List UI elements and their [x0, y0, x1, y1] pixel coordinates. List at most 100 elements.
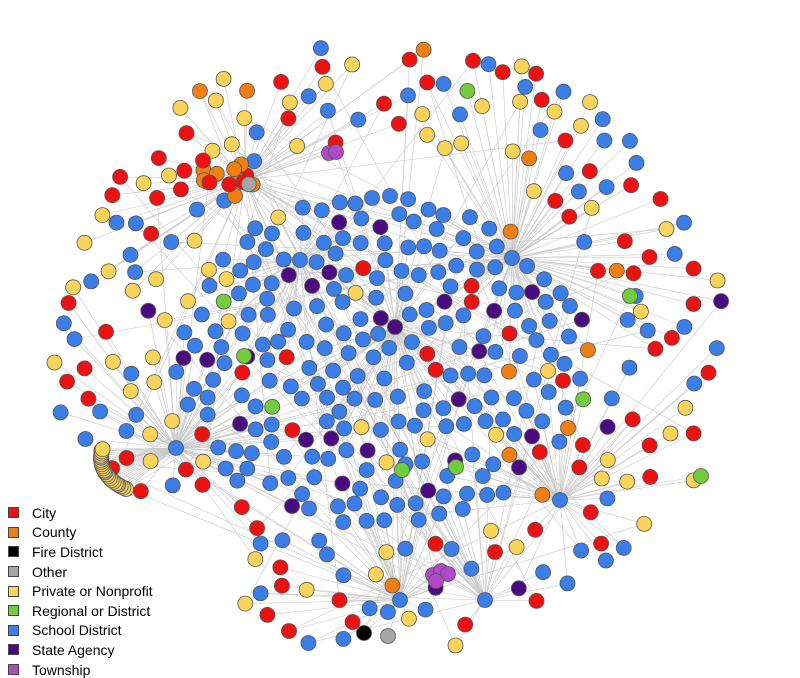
network-edge	[518, 499, 561, 589]
legend-swatch-private	[8, 585, 19, 597]
network-node-city	[427, 535, 444, 552]
network-node-private	[453, 135, 470, 152]
network-node-other	[380, 628, 396, 644]
network-node-school	[331, 403, 348, 420]
network-node-private	[236, 110, 253, 126]
network-edge	[288, 599, 401, 632]
network-node-city	[624, 411, 641, 428]
network-node-school	[361, 600, 378, 617]
network-node-city	[625, 265, 642, 282]
network-node-school	[301, 500, 317, 517]
network-edge	[399, 513, 440, 601]
network-node-state	[199, 351, 216, 368]
network-node-school	[335, 567, 352, 584]
network-node-city	[641, 437, 658, 454]
network-edge	[511, 119, 603, 259]
network-edge	[484, 546, 517, 601]
network-node-school	[334, 294, 351, 310]
network-edge	[175, 447, 243, 508]
network-node-school	[92, 403, 108, 420]
legend-label-county: County	[32, 524, 77, 541]
network-edge	[511, 140, 566, 259]
network-node-school	[406, 417, 423, 434]
network-node-school	[193, 306, 210, 323]
network-edge	[357, 257, 513, 377]
network-node-school	[397, 285, 414, 302]
network-edge	[299, 202, 341, 261]
network-node-school	[358, 513, 375, 529]
network-node-school	[127, 215, 144, 232]
network-node-county	[501, 363, 517, 380]
network-node-school	[461, 209, 478, 226]
network-node-school	[521, 318, 537, 334]
legend-swatch-township	[8, 664, 19, 676]
network-node-school	[239, 234, 256, 250]
network-edge	[394, 101, 521, 328]
network-node-school	[557, 399, 574, 416]
network-node-school	[280, 321, 297, 338]
network-node-school	[349, 368, 366, 384]
network-edge	[394, 326, 444, 409]
network-node-school	[263, 275, 280, 292]
network-edge	[367, 450, 486, 601]
network-node-school	[628, 154, 645, 171]
network-node-school	[243, 445, 260, 462]
network-node-state	[420, 482, 437, 499]
network-node-school	[353, 210, 370, 227]
network-node-private	[204, 142, 221, 159]
network-node-private	[317, 75, 334, 92]
network-node-school	[476, 367, 493, 384]
network-node-city	[149, 190, 166, 206]
network-edge	[495, 257, 513, 352]
legend-swatch-state-agency	[8, 644, 19, 656]
network-edge	[252, 257, 513, 286]
network-node-school	[454, 501, 471, 517]
network-node-city	[501, 325, 518, 342]
network-node-school	[435, 400, 452, 417]
network-node-city	[249, 520, 266, 536]
network-node-school	[455, 415, 472, 432]
network-node-private	[582, 94, 598, 110]
network-node-private	[142, 453, 159, 470]
network-node-state	[331, 214, 348, 231]
network-edge	[243, 355, 486, 601]
network-node-school	[247, 220, 264, 237]
network-node-school	[377, 252, 394, 269]
network-edge	[102, 447, 177, 450]
network-node-private	[508, 539, 525, 555]
network-node-school	[163, 234, 180, 250]
network-node-city	[616, 233, 633, 250]
network-node-city	[463, 277, 480, 294]
network-node-school	[309, 375, 326, 392]
network-node-school	[338, 442, 355, 459]
network-edge	[511, 257, 685, 328]
network-node-school	[517, 79, 534, 95]
network-edge	[511, 257, 516, 311]
legend-label-school-district: School District	[32, 622, 122, 639]
network-node-school	[376, 235, 393, 252]
network-node-school	[373, 489, 389, 506]
network-node-school	[318, 316, 335, 333]
network-node-school	[558, 165, 575, 182]
network-edge	[247, 356, 561, 501]
network-edge	[511, 257, 565, 364]
network-edge	[175, 259, 284, 449]
network-node-private	[220, 313, 237, 330]
network-node-state	[175, 350, 192, 367]
network-node-regional	[622, 288, 638, 304]
network-node-private	[504, 143, 521, 160]
legend-label-other: Other	[32, 563, 68, 580]
network-node-state	[471, 343, 488, 360]
network-node-school	[186, 380, 202, 397]
network-node-school	[506, 390, 522, 407]
network-node-school	[168, 363, 185, 380]
network-edge	[511, 257, 694, 305]
network-node-school	[83, 273, 100, 290]
network-edge	[374, 326, 396, 400]
network-edge	[322, 66, 561, 501]
network-node-private	[546, 103, 563, 120]
network-edge	[244, 151, 337, 181]
network-node-school	[596, 132, 613, 149]
network-node-school	[262, 475, 279, 492]
network-node-school	[292, 252, 308, 268]
